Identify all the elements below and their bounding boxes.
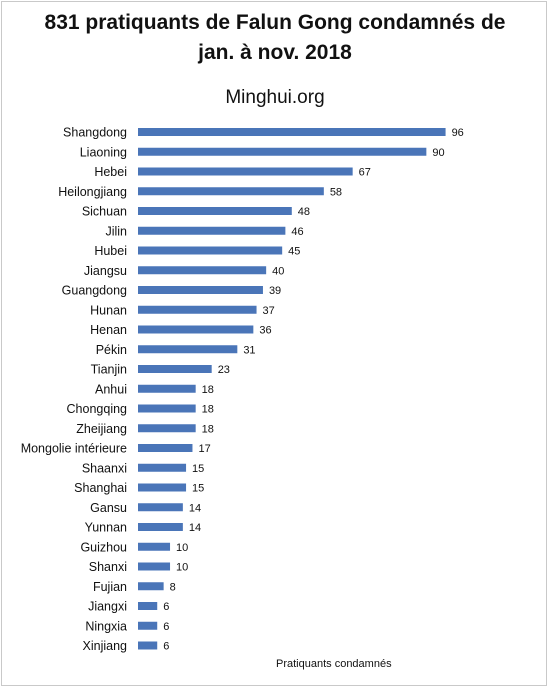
bar-yunnan [138,523,183,531]
bar-henan [138,325,254,334]
chart-title: 831 pratiquants de Falun Gong condamnés … [0,8,550,68]
value-label: 45 [288,246,300,258]
category-label: Guangdong [62,284,127,298]
bar-shanghai [138,483,187,492]
bar-guangdong [138,286,263,294]
category-label: Tianjin [91,363,127,377]
category-label: Gansu [90,501,127,515]
bar-zheijiang [138,424,196,433]
category-label: Shangdong [63,126,127,140]
bar-tianjin [138,365,212,373]
category-label: Hebei [94,165,127,179]
category-label: Zheijiang [76,422,127,436]
bar-liaoning [138,147,427,156]
value-label: 23 [218,364,230,376]
category-label: Guizhou [80,540,127,554]
category-label: Mongolie intérieure [21,442,127,456]
value-label: 18 [202,404,214,416]
bar-shanxi [138,562,171,571]
category-label: Hunan [90,303,127,317]
value-label: 18 [202,384,214,396]
value-label: 39 [269,285,281,297]
value-label: 67 [359,167,371,179]
category-label: Pékin [96,343,127,357]
category-label: Liaoning [80,145,127,159]
category-label: Ningxia [85,619,127,633]
bar-xinjiang [138,641,158,650]
category-label: Shanghai [74,481,127,495]
category-label: Heilongjiang [58,185,127,199]
value-label: 46 [291,226,303,238]
value-label: 8 [170,581,176,593]
chart-title-line-2: jan. à nov. 2018 [198,41,352,64]
bar-p-kin [138,345,238,354]
bar-chongqing [138,404,196,413]
value-label: 36 [259,325,271,337]
bar-jilin [138,226,286,235]
value-label: 10 [176,542,188,554]
value-label: 48 [298,206,310,218]
category-label: Xinjiang [83,639,128,653]
value-label: 31 [243,344,255,356]
category-label: Shaanxi [82,461,127,475]
bar-guizhou [138,542,171,551]
value-label: 6 [163,641,169,653]
value-label: 90 [432,147,444,159]
bar-jiangxi [138,602,158,610]
category-label: Sichuan [82,205,127,219]
value-label: 15 [192,483,204,495]
category-label: Shanxi [89,560,127,574]
value-label: 14 [189,522,201,534]
bar-heilongjiang [138,187,324,196]
bar-hunan [138,305,257,314]
value-label: 18 [202,423,214,435]
category-label: Fujian [93,580,127,594]
bar-hubei [138,246,283,255]
category-label: Jilin [105,224,127,238]
value-label: 37 [263,305,275,317]
bar-fujian [138,582,164,591]
bar-anhui [138,384,196,393]
category-label: Jiangxi [88,600,127,614]
value-label: 40 [272,265,284,277]
chart-subtitle: Minghui.org [225,87,325,108]
category-label: Jiangsu [84,264,127,278]
value-label: 10 [176,562,188,574]
category-label: Chongqing [67,402,128,416]
value-label: 6 [163,621,169,633]
bar-ningxia [138,621,158,630]
value-label: 15 [192,463,204,475]
bar-shaanxi [138,463,187,472]
category-label: Yunnan [85,521,127,535]
bar-jiangsu [138,266,267,275]
value-label: 96 [452,127,464,139]
bar-gansu [138,503,183,512]
value-label: 58 [330,186,342,198]
value-label: 14 [189,502,201,514]
value-label: 6 [163,601,169,613]
x-axis-label: Pratiquants condamnés [276,658,392,670]
category-label: Hubei [94,244,127,258]
bar-mongolie-int-rieure [138,444,193,452]
category-label: Henan [90,323,127,337]
bar-sichuan [138,207,292,215]
value-label: 17 [198,443,210,455]
chart-title-line-1: 831 pratiquants de Falun Gong condamnés … [44,11,506,34]
category-label: Anhui [95,382,127,396]
bar-hebei [138,167,353,176]
bar-shangdong [138,128,446,136]
